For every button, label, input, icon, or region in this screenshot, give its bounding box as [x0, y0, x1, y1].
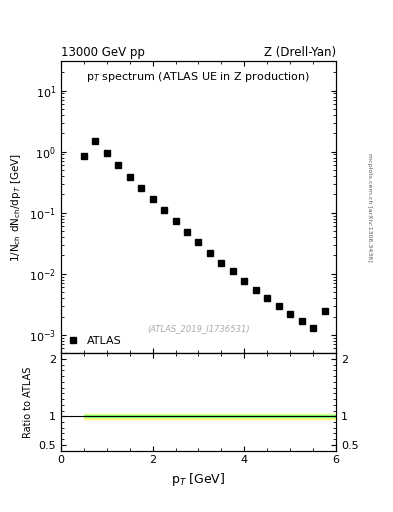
Text: mcplots.cern.ch [arXiv:1306.3436]: mcplots.cern.ch [arXiv:1306.3436]: [367, 153, 372, 262]
Text: p$_T$ spectrum (ATLAS UE in Z production): p$_T$ spectrum (ATLAS UE in Z production…: [86, 70, 310, 84]
Legend: ATLAS: ATLAS: [66, 333, 123, 348]
Text: 13000 GeV pp: 13000 GeV pp: [61, 46, 145, 59]
ATLAS: [230, 268, 235, 274]
Text: Z (Drell-Yan): Z (Drell-Yan): [264, 46, 336, 59]
ATLAS: [150, 197, 155, 203]
Y-axis label: Ratio to ATLAS: Ratio to ATLAS: [23, 366, 33, 438]
ATLAS: [139, 185, 143, 191]
Text: (ATLAS_2019_I1736531): (ATLAS_2019_I1736531): [147, 324, 250, 333]
ATLAS: [253, 287, 258, 293]
Y-axis label: 1/N$_{\rm ch}$ dN$_{\rm ch}$/dp$_T$ [GeV]: 1/N$_{\rm ch}$ dN$_{\rm ch}$/dp$_T$ [GeV…: [9, 153, 24, 262]
ATLAS: [185, 229, 189, 236]
ATLAS: [265, 295, 270, 301]
ATLAS: [127, 174, 132, 180]
X-axis label: p$_T$ [GeV]: p$_T$ [GeV]: [171, 471, 226, 488]
ATLAS: [242, 279, 247, 285]
ATLAS: [93, 138, 97, 144]
ATLAS: [81, 153, 86, 159]
ATLAS: [311, 325, 316, 331]
ATLAS: [196, 239, 201, 245]
ATLAS: [219, 260, 224, 266]
ATLAS: [116, 162, 121, 168]
ATLAS: [276, 303, 281, 309]
ATLAS: [288, 311, 292, 317]
ATLAS: [105, 150, 109, 156]
ATLAS: [208, 250, 212, 256]
Line: ATLAS: ATLAS: [81, 138, 327, 331]
ATLAS: [322, 308, 327, 314]
ATLAS: [299, 318, 304, 324]
ATLAS: [173, 218, 178, 224]
ATLAS: [162, 207, 167, 214]
